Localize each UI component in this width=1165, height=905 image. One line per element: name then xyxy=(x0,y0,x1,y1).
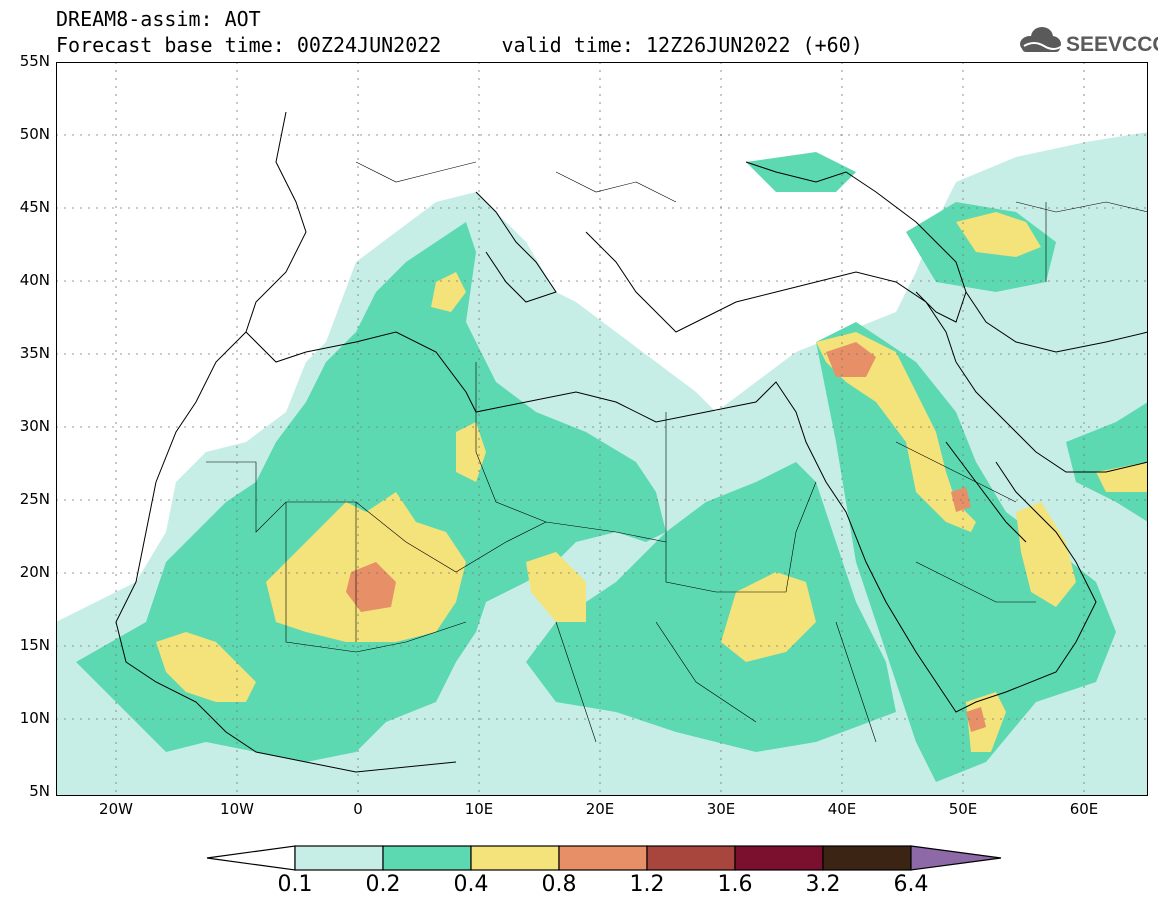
lat-label: 40N xyxy=(19,271,50,289)
lat-label: 50N xyxy=(19,125,50,143)
colorbar-high-arrow xyxy=(910,845,1002,871)
lon-label: 60E xyxy=(1069,800,1099,818)
colorbar-label: 0.2 xyxy=(365,872,401,897)
lat-label: 10N xyxy=(19,709,50,727)
lat-label: 5N xyxy=(29,782,50,800)
forecast-time-line: Forecast base time: 00Z24JUN2022 valid t… xyxy=(56,33,863,57)
lat-label: 30N xyxy=(19,417,50,435)
colorbar-label: 3.2 xyxy=(805,872,841,897)
lon-label: 30E xyxy=(706,800,736,818)
colorbar-segment-0.8 xyxy=(558,845,648,871)
aot-band-0.4 xyxy=(156,212,1148,752)
map-title: DREAM8-assim: AOT xyxy=(56,7,261,31)
colorbar-label: 6.4 xyxy=(893,872,929,897)
borders xyxy=(206,161,1148,743)
lat-label: 25N xyxy=(19,490,50,508)
aot-band-0.8 xyxy=(346,342,986,732)
colorbar-label: 1.2 xyxy=(629,872,665,897)
colorbar-label: 0.1 xyxy=(277,872,313,897)
seevccc-logo: SEEVCCC xyxy=(1020,27,1158,56)
colorbar-low-arrow xyxy=(206,845,296,871)
colorbar xyxy=(206,845,1002,871)
colorbar-segment-1.6 xyxy=(734,845,824,871)
colorbar-segment-0.1 xyxy=(294,845,384,871)
lon-label: 10E xyxy=(464,800,494,818)
lat-label: 20N xyxy=(19,563,50,581)
lat-label: 15N xyxy=(19,636,50,654)
colorbar-label: 1.6 xyxy=(717,872,753,897)
lat-label: 55N xyxy=(19,52,50,70)
lon-label: 40E xyxy=(827,800,857,818)
colorbar-segment-1.2 xyxy=(646,845,736,871)
lon-label: 50E xyxy=(948,800,978,818)
lon-label: 10W xyxy=(220,800,254,818)
aot-map[interactable] xyxy=(56,62,1148,796)
graticule xyxy=(56,62,1148,796)
colorbar-label: 0.4 xyxy=(453,872,489,897)
coastlines xyxy=(115,111,1148,773)
colorbar-segment-0.2 xyxy=(382,845,472,871)
colorbar-segment-3.2 xyxy=(822,845,912,871)
lon-label: 20E xyxy=(585,800,615,818)
lon-label: 0 xyxy=(353,800,363,818)
lon-label: 20W xyxy=(99,800,133,818)
colorbar-label: 0.8 xyxy=(541,872,577,897)
colorbar-segment-0.4 xyxy=(470,845,560,871)
lat-label: 45N xyxy=(19,198,50,216)
logo-text: SEEVCCC xyxy=(1066,33,1158,56)
lat-label: 35N xyxy=(19,344,50,362)
